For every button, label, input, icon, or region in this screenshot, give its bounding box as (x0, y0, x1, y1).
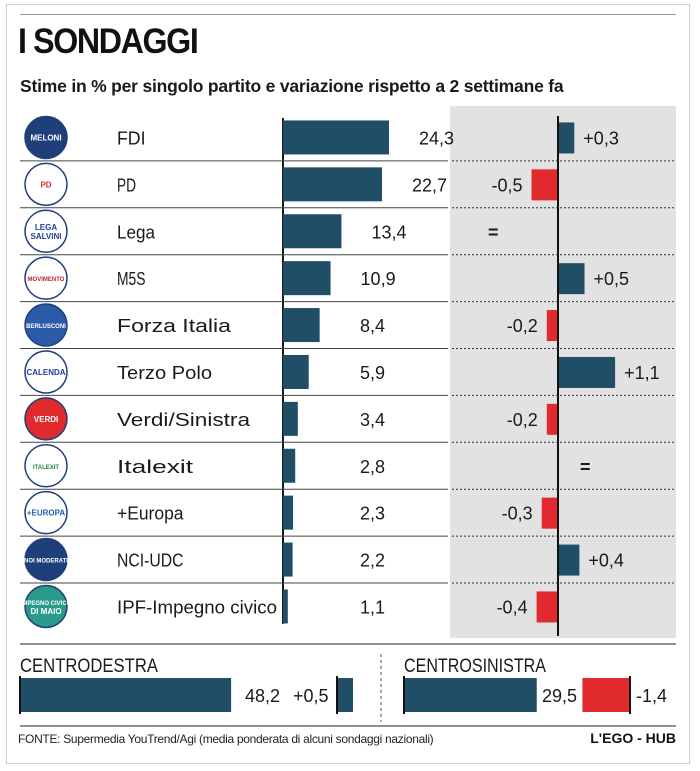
value-bar (283, 542, 293, 577)
value-bar (283, 308, 320, 343)
party-logo-icon (24, 303, 68, 347)
party-logo-icon (24, 444, 68, 488)
change-label: -0,2 (507, 316, 538, 336)
party-label: PD (117, 174, 136, 195)
party-logo-text: +EUROPA (27, 509, 66, 518)
value-bar (283, 495, 294, 530)
frame (6, 4, 690, 764)
change-label: -0,4 (497, 597, 528, 617)
change-label: -0,3 (502, 504, 533, 524)
party-label: Verdi/Sinistra (117, 409, 251, 430)
source-note: FONTE: Supermedia YouTrend/Agi (media po… (18, 732, 434, 746)
party-label: Italexit (117, 456, 193, 477)
party-label: Forza Italia (117, 315, 232, 336)
coalition-name: CENTROSINISTRA (404, 656, 546, 677)
value-bar (283, 448, 296, 483)
party-logo-text: CALENDA (26, 368, 65, 377)
change-bar (536, 591, 557, 623)
party-label: FDI (117, 127, 146, 148)
coalition-name: CENTRODESTRA (20, 656, 158, 677)
party-logo-icon (24, 537, 68, 582)
value-bar (283, 354, 309, 389)
party-logo-icon (24, 490, 68, 535)
change-bar (546, 310, 557, 342)
party-label: NCI-UDC (117, 550, 184, 571)
brand-credit: L'EGO - HUB (590, 730, 676, 746)
value-label: 22,7 (412, 175, 447, 195)
value-label: 5,9 (360, 363, 385, 383)
party-logo-text: NOI MODERATI (24, 559, 68, 565)
party-logo-icon (24, 256, 68, 300)
change-label: +1,1 (624, 363, 660, 383)
change-label: +0,4 (588, 551, 624, 571)
party-logo-icon (24, 209, 68, 253)
party-logo-icon (24, 115, 68, 160)
coalition-change-label: +0,5 (293, 686, 329, 706)
change-label: = (488, 222, 499, 242)
top-rule (20, 14, 676, 15)
party-logo-icon (24, 397, 68, 441)
party-logo-icon (24, 584, 68, 629)
change-bar (541, 497, 557, 529)
coalition-change-bar (582, 678, 630, 712)
coalition-change-bar (337, 678, 353, 712)
change-bar (559, 544, 580, 576)
change-label: +0,3 (583, 128, 619, 148)
party-label: Lega (117, 221, 156, 242)
party-label: +Europa (117, 503, 184, 524)
change-bar (559, 122, 575, 154)
party-logo-text: MELONI (30, 133, 61, 142)
change-bar (531, 169, 557, 201)
party-logo-text: IMPEGNO CIVICO (21, 601, 72, 607)
coalition-bar (404, 678, 537, 712)
coalition-bar (20, 678, 232, 712)
change-label: -0,2 (507, 410, 538, 430)
value-label: 13,4 (371, 222, 406, 242)
party-logo-text: ITALEXIT (33, 465, 60, 471)
coalition-change-label: -1,4 (636, 686, 667, 706)
coalition-value: 29,5 (542, 686, 577, 706)
party-label: Terzo Polo (117, 362, 212, 383)
party-logo-text: DI MAIO (30, 607, 61, 616)
change-label: = (580, 457, 591, 477)
coalition-value: 48,2 (245, 686, 280, 706)
change-bar (546, 403, 557, 435)
value-label: 2,2 (360, 551, 385, 571)
page-subtitle: Stime in % per singolo partito e variazi… (20, 76, 564, 96)
party-logo-icon (24, 162, 68, 207)
party-logo-text: VERDI (34, 415, 58, 424)
value-label: 2,8 (360, 457, 385, 477)
party-logo-icon (24, 350, 68, 394)
change-bar (559, 263, 585, 295)
value-bar (283, 589, 288, 624)
change-label: -0,5 (491, 175, 522, 195)
page-title: I SONDAGGI (18, 22, 199, 61)
value-label: 2,3 (360, 504, 385, 524)
value-label: 3,4 (360, 410, 385, 430)
party-logo-text: PD (40, 180, 51, 189)
change-label: +0,5 (594, 269, 630, 289)
value-bar (283, 120, 389, 155)
party-logo-text: MOVIMENTO (28, 277, 65, 283)
value-bar (283, 261, 331, 296)
party-logo-text: SALVINI (31, 232, 62, 241)
party-label: IPF-Impegno civico (117, 596, 277, 617)
party-label: M5S (117, 268, 146, 289)
value-bar (283, 401, 298, 436)
value-label: 24,3 (419, 128, 454, 148)
value-label: 1,1 (360, 597, 385, 617)
party-logo-text: LEGA (35, 223, 57, 232)
party-logo-text: BERLUSCONI (26, 324, 66, 330)
value-label: 8,4 (360, 316, 385, 336)
value-bar (283, 214, 342, 249)
change-bar (559, 356, 616, 388)
value-label: 10,9 (361, 269, 396, 289)
value-bar (283, 167, 383, 202)
